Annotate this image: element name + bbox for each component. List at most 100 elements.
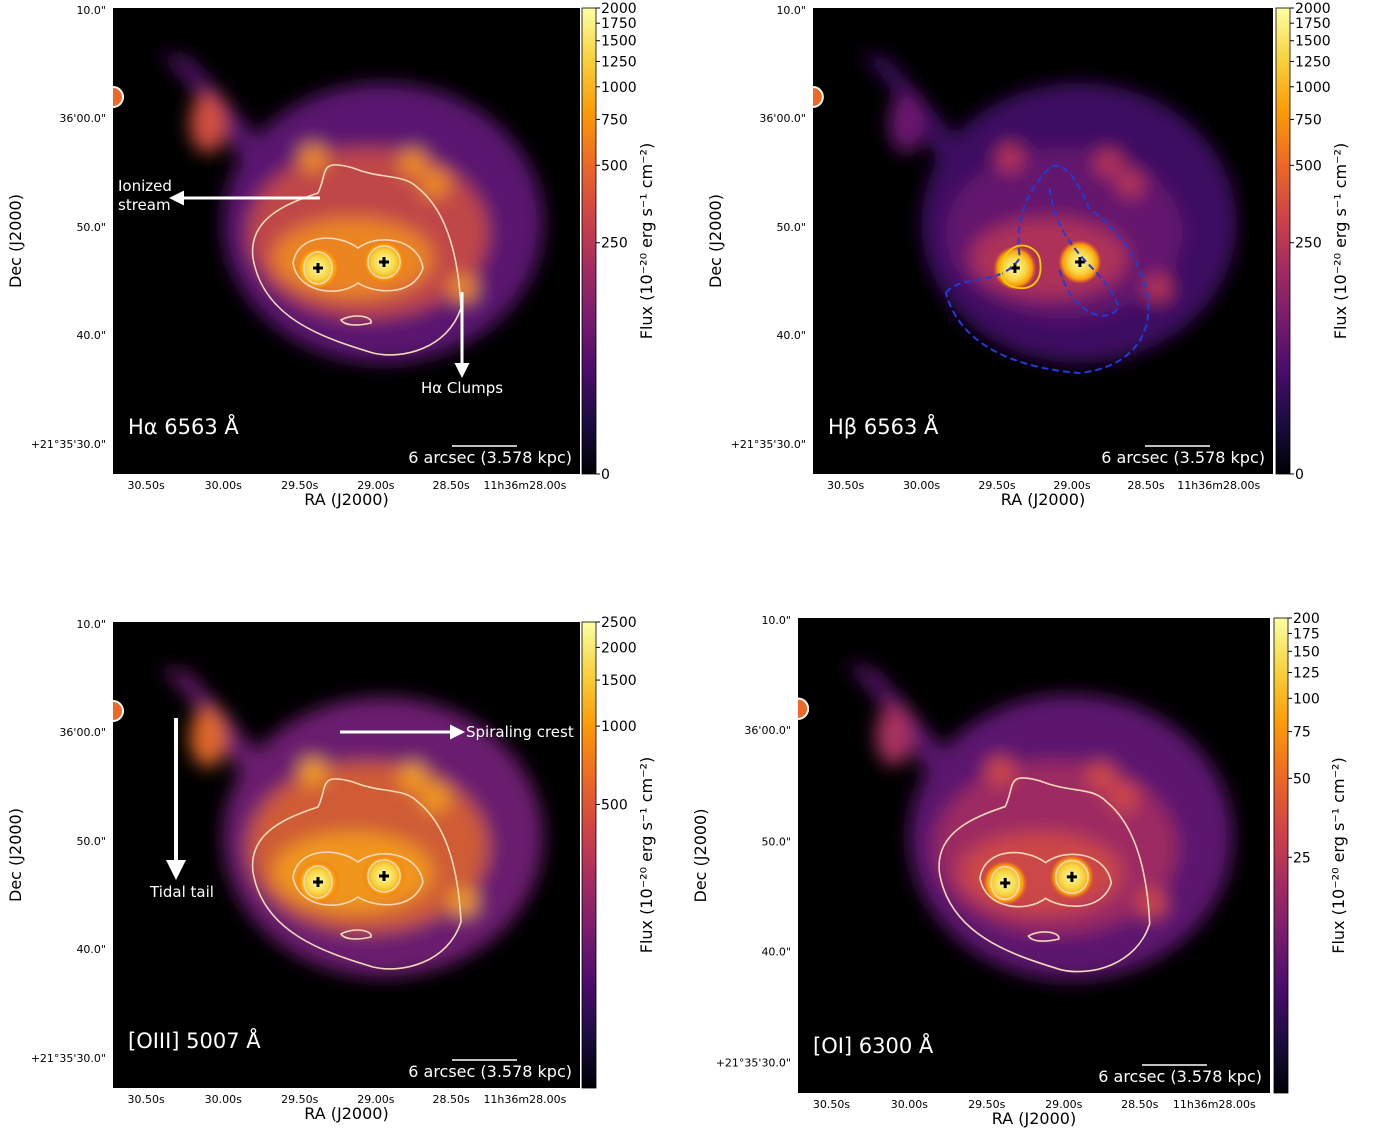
- x-tick-label: 29.50s: [281, 479, 318, 492]
- contours-inner: [1000, 244, 1042, 290]
- colorbar-tick-label: 25: [1293, 850, 1311, 866]
- x-axis-label: RA (J2000): [992, 1109, 1076, 1128]
- scale-bar-label: 6 arcsec (3.578 kpc): [1101, 448, 1265, 467]
- contour: [367, 245, 401, 279]
- colorbar-tick-label: 0: [601, 467, 610, 483]
- colorbar: [1273, 617, 1289, 1094]
- contour: [339, 929, 372, 940]
- colorbar-tick-label: 150: [1293, 644, 1320, 660]
- x-tick-label: 11h36m28.00s: [483, 479, 566, 492]
- colorbar-tick-label: 0: [1295, 467, 1304, 483]
- nucleus-cross: [1066, 871, 1077, 883]
- x-tick-label: 28.50s: [1121, 1098, 1158, 1111]
- y-tick-label: 50.0": [761, 835, 791, 848]
- y-tick-label: +21°35'30.0": [31, 438, 106, 451]
- y-tick-label: 40.0": [76, 943, 106, 956]
- edge-source: [113, 700, 124, 722]
- colorbar-tick-label: 100: [1293, 691, 1320, 707]
- contour: [944, 164, 1150, 375]
- body-hot: [970, 218, 1129, 298]
- colorbar-label: Flux (10⁻²⁰ erg s⁻¹ cm⁻²): [1331, 143, 1350, 339]
- x-tick-label: 11h36m28.00s: [1173, 1098, 1256, 1111]
- y-tick-label: +21°35'30.0": [731, 438, 806, 451]
- emission-map: [113, 667, 543, 977]
- colorbar-tick-label: 1000: [601, 719, 637, 735]
- y-tick-label: 36'00.0": [759, 112, 806, 125]
- x-tick-label: 30.00s: [205, 479, 242, 492]
- x-tick-label: 30.50s: [128, 479, 165, 492]
- contour: [251, 778, 462, 970]
- tail-hot: [190, 93, 226, 153]
- clump: [449, 274, 477, 302]
- colorbar-tick-label: 500: [601, 797, 628, 813]
- clump: [421, 784, 449, 812]
- edge-source: [813, 86, 824, 108]
- x-tick-label: 30.50s: [827, 479, 864, 492]
- colorbar-tick-label: 200: [1293, 611, 1320, 627]
- clump: [996, 144, 1024, 172]
- contour: [303, 865, 333, 899]
- emission-map: [813, 53, 1237, 375]
- nucleus-cross: [1075, 257, 1085, 267]
- annotation: Hα Clumps: [421, 379, 504, 397]
- emission-map: [798, 663, 1233, 980]
- panel-label: Hα 6563 Å: [128, 413, 239, 439]
- clump: [1116, 170, 1144, 198]
- colorbar-tick-label: 1500: [601, 34, 637, 50]
- y-axis-label: Dec (J2000): [6, 194, 25, 288]
- contour: [1054, 859, 1089, 895]
- panel-label: Hβ 6563 Å: [828, 413, 939, 439]
- colorbar: [581, 7, 597, 475]
- colorbar-tick-label: 1750: [601, 16, 637, 32]
- colorbar-tick-label: 1500: [601, 673, 637, 689]
- nucleus-cross: [1000, 877, 1011, 889]
- colorbar-label: Flux (10⁻²⁰ erg s⁻¹ cm⁻²): [1329, 757, 1348, 953]
- clump: [1087, 761, 1116, 791]
- scale-bar-label: 6 arcsec (3.578 kpc): [408, 1062, 572, 1081]
- colorbar-tick-label: 750: [1295, 112, 1322, 128]
- colorbar-tick-label: 175: [1293, 626, 1320, 642]
- colorbar-tick-label: 75: [1293, 725, 1311, 741]
- contours: [251, 778, 462, 970]
- y-axis-label: Dec (J2000): [691, 809, 710, 903]
- x-tick-label: 28.50s: [1127, 479, 1164, 492]
- colorbar-tick-label: 2000: [1295, 1, 1331, 17]
- colorbar-tick-label: 1000: [601, 80, 637, 96]
- contour: [1000, 244, 1042, 290]
- clump: [1094, 149, 1123, 177]
- x-tick-label: 11h36m28.00s: [1177, 479, 1260, 492]
- colorbar-tick-label: 2000: [601, 640, 637, 656]
- emission-map-body: [813, 53, 1237, 375]
- clump: [1109, 783, 1138, 812]
- contour: [251, 164, 462, 356]
- scale-bar-label: 6 arcsec (3.578 kpc): [408, 448, 572, 467]
- panel-label: [OIII] 5007 Å: [128, 1027, 261, 1053]
- colorbar-tick-label: 1250: [1295, 54, 1331, 70]
- nucleus-cross: [313, 263, 323, 273]
- emission-map-body: [113, 667, 543, 977]
- x-tick-label: 29.50s: [281, 1093, 318, 1106]
- tail-hot: [888, 93, 925, 153]
- y-tick-label: 10.0": [76, 618, 106, 631]
- x-axis-label: RA (J2000): [1001, 490, 1085, 509]
- colorbar-tick-label: 2500: [601, 615, 637, 631]
- x-tick-label: 29.00s: [1053, 479, 1090, 492]
- contour: [1048, 187, 1120, 317]
- colorbar: [581, 621, 597, 1089]
- clump: [299, 144, 327, 172]
- nucleus-cross: [379, 871, 389, 881]
- colorbar-tick-label: 1000: [1295, 80, 1331, 96]
- y-tick-label: 10.0": [776, 4, 806, 17]
- edge-source: [798, 697, 810, 720]
- colorbar-label: Flux (10⁻²⁰ erg s⁻¹ cm⁻²): [637, 143, 656, 339]
- x-tick-label: 30.00s: [205, 1093, 242, 1106]
- y-tick-label: 36'00.0": [744, 724, 791, 737]
- y-tick-label: 50.0": [776, 221, 806, 234]
- x-tick-label: 28.50s: [432, 479, 469, 492]
- clump: [421, 170, 449, 198]
- annotation: Tidal tail: [150, 883, 214, 901]
- colorbar-tick-label: 250: [1295, 236, 1322, 252]
- clump: [399, 149, 427, 177]
